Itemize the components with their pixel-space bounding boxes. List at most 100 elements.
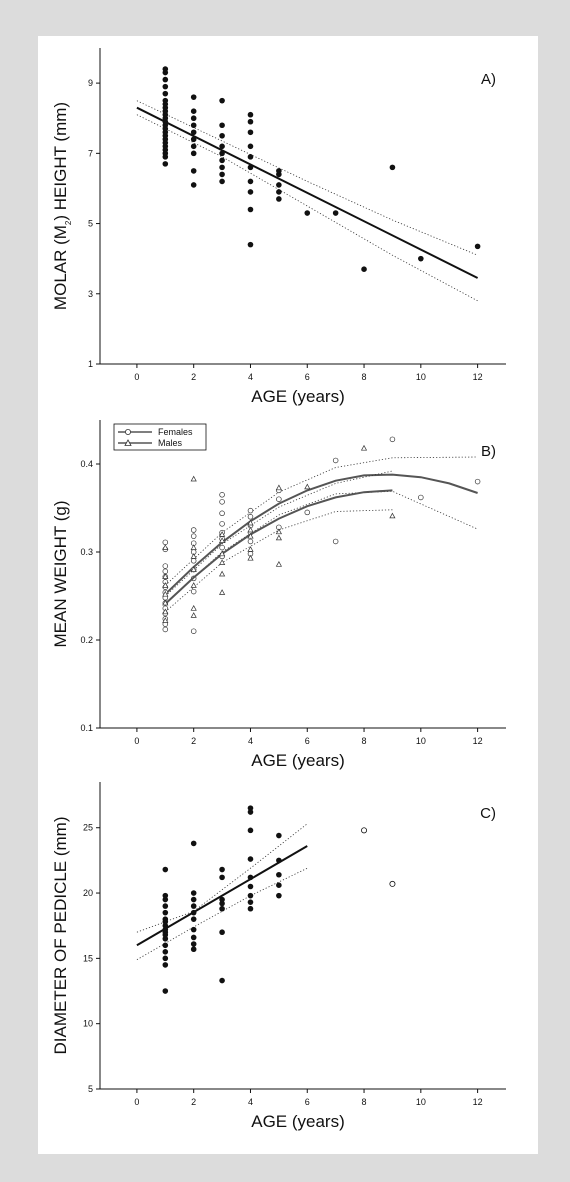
data-point-male: [190, 566, 197, 572]
y-tick-label: 5: [88, 219, 93, 229]
data-point: [247, 809, 254, 815]
data-point: [162, 66, 169, 72]
data-point-male: [275, 484, 282, 491]
data-point: [276, 882, 282, 889]
data-point-male: [162, 582, 169, 588]
data-point: [162, 903, 169, 909]
data-point: [162, 83, 169, 90]
y-tick-label: 25: [83, 823, 93, 833]
x-tick-label: 4: [248, 372, 253, 382]
data-point: [162, 76, 169, 83]
data-point-female: [190, 533, 197, 539]
data-point-male: [162, 573, 169, 579]
data-point-female: [162, 539, 169, 546]
data-point: [474, 243, 481, 250]
data-point: [162, 90, 169, 97]
y-axis-label-part: MOLAR (M: [51, 225, 70, 310]
data-point: [190, 115, 197, 122]
data-point-female: [162, 626, 169, 633]
x-tick-label: 10: [416, 736, 426, 746]
legend-label: Males: [158, 438, 183, 448]
data-point-male: [275, 560, 282, 567]
data-point-male: [190, 582, 197, 588]
x-tick-label: 8: [362, 1097, 367, 1107]
y-tick-label: 20: [83, 888, 93, 898]
data-point-male: [162, 608, 169, 615]
data-point-female: [219, 521, 225, 527]
data-point-male: [360, 444, 368, 451]
data-point: [162, 942, 169, 949]
data-point: [190, 946, 197, 953]
y-tick-label: 0.2: [80, 635, 93, 645]
data-point: [276, 182, 282, 188]
data-point: [389, 164, 396, 171]
y-tick-label: 1: [88, 359, 93, 369]
x-tick-label: 0: [134, 736, 139, 746]
x-tick-label: 6: [305, 1097, 310, 1107]
x-axis-label: AGE (years): [251, 387, 345, 406]
data-point: [219, 157, 225, 164]
data-point: [276, 857, 282, 864]
data-point: [276, 871, 282, 878]
data-point: [247, 189, 254, 195]
y-axis-label-part: ) HEIGHT (mm): [51, 102, 70, 221]
data-point: [162, 949, 169, 955]
data-point: [247, 827, 254, 834]
data-point: [190, 916, 197, 922]
data-point-female: [162, 563, 169, 569]
data-point: [219, 896, 225, 903]
data-point: [219, 171, 225, 178]
data-point-male: [389, 512, 396, 519]
x-axis-label: AGE (years): [251, 1112, 345, 1131]
series-males: [162, 444, 396, 623]
data-point: [190, 150, 197, 157]
data-point: [219, 874, 225, 881]
data-point: [190, 909, 197, 916]
data-point: [190, 890, 197, 896]
data-point-male: [190, 475, 197, 482]
y-axis-label-subscript: 2: [64, 220, 73, 225]
data-point-female: [162, 568, 169, 575]
data-point-female: [247, 538, 254, 545]
data-point-male: [219, 570, 226, 577]
x-tick-label: 2: [191, 1097, 196, 1107]
fit-curve: [164, 489, 393, 605]
panel-label: A): [481, 71, 496, 88]
data-point: [247, 905, 254, 912]
panel-label: C): [480, 805, 496, 822]
confidence-band-upper: [136, 100, 478, 256]
regression-line: [136, 106, 479, 279]
data-point-female: [219, 544, 225, 551]
y-axis-label: MOLAR (M2) HEIGHT (mm): [51, 102, 73, 310]
y-tick-label: 0.4: [80, 459, 93, 469]
x-tick-label: 10: [416, 372, 426, 382]
data-point: [247, 164, 254, 171]
data-point: [247, 899, 254, 905]
data-point: [247, 856, 254, 862]
data-point: [219, 905, 225, 912]
confidence-band-lower: [165, 490, 478, 604]
data-point: [190, 108, 197, 114]
data-point: [247, 143, 254, 150]
data-point: [190, 143, 197, 150]
data-point-female: [219, 499, 225, 505]
data-point: [162, 926, 169, 933]
legend-marker-circle: [125, 428, 132, 435]
data-point: [162, 97, 169, 104]
chart-panel-2: 0 2 4 6 8 10 12 0.1 0.2 0.3 0.4 AGE (years) MEAN WEI…: [51, 420, 506, 770]
data-point: [247, 178, 254, 185]
y-tick-label: 3: [88, 289, 93, 299]
data-point: [247, 206, 254, 213]
data-point: [219, 122, 225, 129]
x-tick-label: 12: [473, 736, 483, 746]
data-point: [162, 916, 169, 922]
y-tick-label: 10: [83, 1019, 93, 1029]
data-point: [219, 150, 225, 157]
confidence-band-upper: [136, 823, 308, 933]
data-point-female: [332, 538, 339, 545]
x-axis-label: AGE (years): [251, 751, 345, 770]
figure-panel: 0 2 4 6 8 10 12 1 3 5 7 9 AGE (years) MOLAR (M2) HEIG…: [38, 36, 538, 1154]
data-point: [162, 962, 169, 968]
data-point: [190, 136, 197, 143]
